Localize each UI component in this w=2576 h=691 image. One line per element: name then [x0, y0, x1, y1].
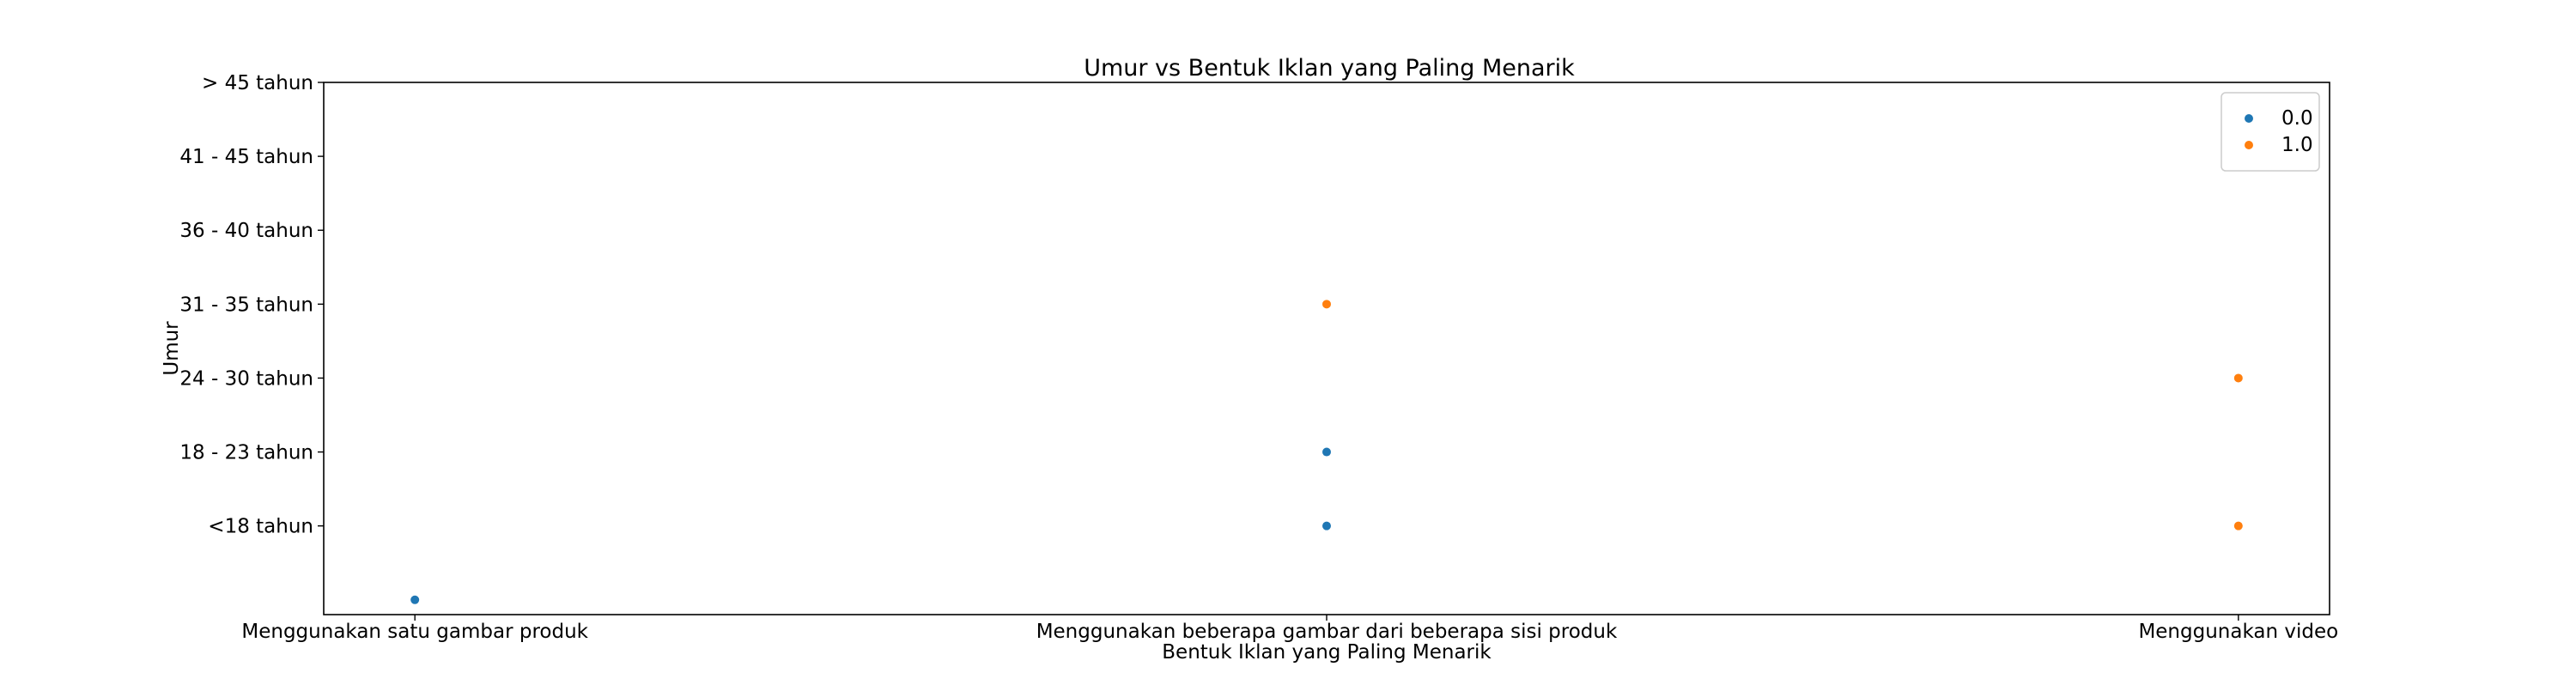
y-axis: <18 tahun 18 - 23 tahun 24 - 30 tahun 31 - …: [179, 72, 324, 538]
legend-box: [2221, 92, 2320, 172]
y-axis-label: Umur: [161, 321, 183, 376]
y-tick-label: 24 - 30 tahun: [179, 367, 313, 390]
y-tick-label: 41 - 45 tahun: [179, 146, 313, 168]
chart-title: Umur vs Bentuk Iklan yang Paling Menarik: [1084, 55, 1575, 82]
y-tick-label: > 45 tahun: [202, 72, 313, 94]
data-point-series-1: [2233, 373, 2243, 383]
plot-frame: [323, 82, 2330, 615]
data-point-series-0: [410, 595, 420, 604]
legend: 0.01.0: [2221, 92, 2320, 172]
legend-entry-label: 0.0: [2281, 107, 2313, 130]
plot-area: [410, 300, 2243, 604]
y-tick-label: 18 - 23 tahun: [179, 442, 313, 464]
x-tick-label: Menggunakan beberapa gambar dari beberap…: [1036, 621, 1618, 643]
legend-entry-label: 1.0: [2281, 134, 2313, 156]
x-axis-label: Bentuk Iklan yang Paling Menarik: [1162, 641, 1492, 664]
y-tick-label: <18 tahun: [208, 516, 313, 538]
legend-marker: [2245, 141, 2253, 149]
data-point-series-0: [1322, 447, 1331, 457]
x-tick-label: Menggunakan satu gambar produk: [241, 621, 588, 643]
data-point-series-1: [1322, 300, 1331, 309]
data-point-series-1: [2233, 521, 2243, 530]
data-point-series-0: [1322, 521, 1331, 530]
y-tick-label: 31 - 35 tahun: [179, 294, 313, 316]
y-tick-label: 36 - 40 tahun: [179, 220, 313, 242]
legend-marker: [2245, 114, 2253, 123]
x-axis: Menggunakan satu gambar produk Menggunaka…: [241, 615, 2338, 643]
x-tick-label: Menggunakan video: [2138, 621, 2338, 643]
